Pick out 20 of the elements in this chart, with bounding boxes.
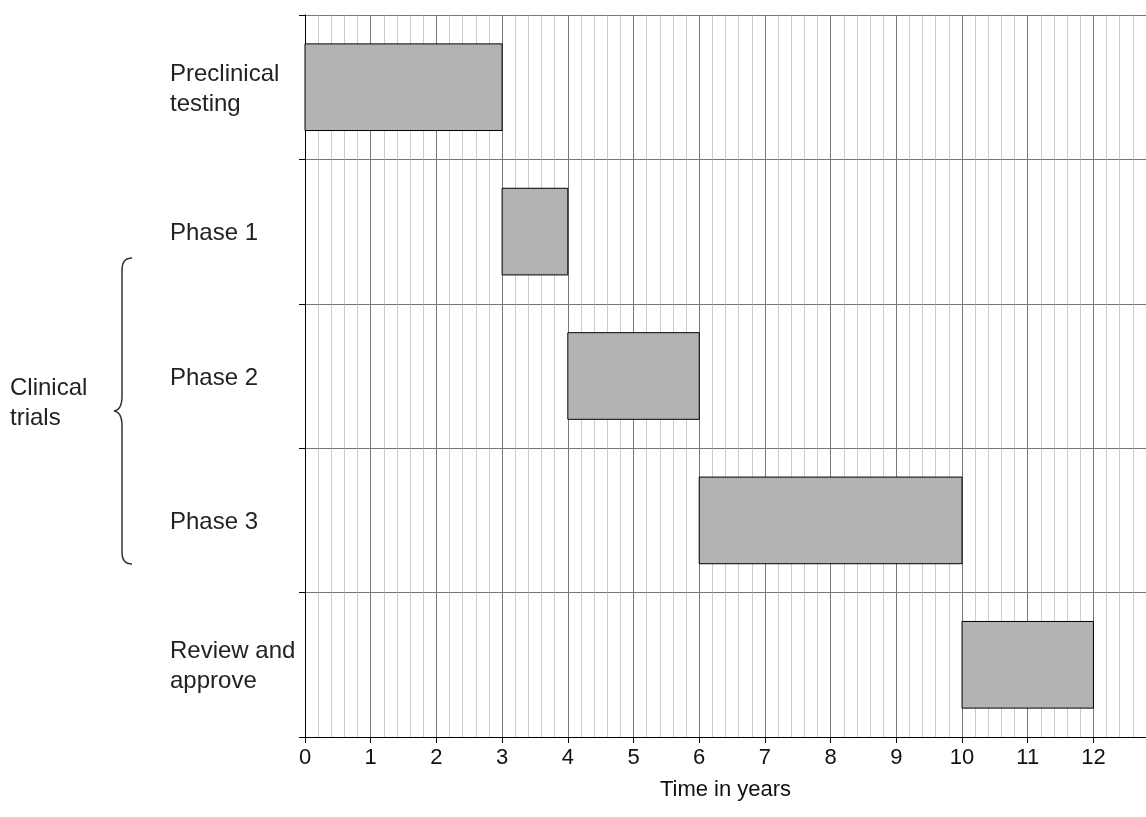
x-axis-title: Time in years [659, 775, 792, 801]
x-tick-label: 3 [495, 743, 509, 769]
x-tick-label: 10 [949, 743, 975, 769]
x-tick-label: 6 [693, 743, 706, 769]
y-tick-label: Review and approve [170, 636, 296, 694]
x-tick-label: 5 [627, 743, 640, 769]
x-tick-label: 8 [824, 743, 837, 769]
x-tick-label: 12 [1081, 743, 1106, 769]
x-tick-label: 11 [1016, 743, 1040, 769]
y-tick-label: Preclinical testing [170, 58, 280, 116]
x-tick-label: 2 [430, 743, 443, 769]
y-tick-label: Phase 3 [170, 506, 259, 534]
x-tick-label: 4 [561, 743, 574, 769]
x-tick-label: 0 [298, 743, 312, 769]
x-tick-label: 9 [890, 743, 903, 769]
x-tick-label: 7 [758, 743, 772, 769]
y-tick-label: Phase 2 [170, 362, 259, 390]
y-tick-label: Phase 1 [170, 218, 259, 246]
text: Clinical trials [10, 372, 88, 432]
x-tick-label: 1 [364, 743, 377, 769]
